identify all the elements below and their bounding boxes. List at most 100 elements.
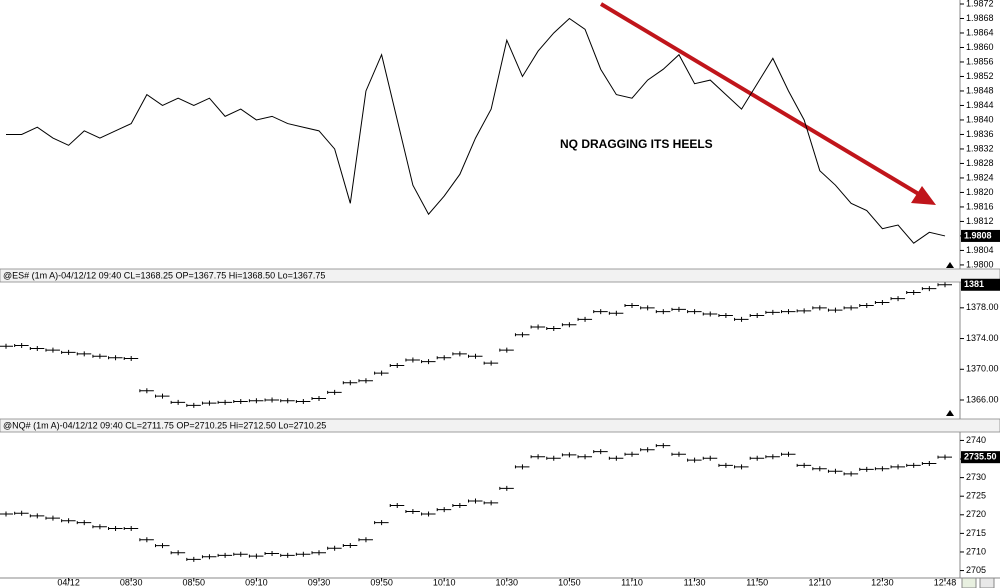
price-bar — [530, 454, 546, 460]
y-tick-label: 2715 — [966, 528, 986, 538]
price-bar — [937, 454, 952, 460]
price-bar — [561, 452, 577, 458]
price-bar — [311, 395, 326, 401]
price-bar — [781, 309, 796, 315]
pane-header — [0, 418, 1000, 433]
price-bar — [655, 443, 671, 449]
price-bar — [108, 526, 123, 532]
last-price-label: 1.9808 — [964, 230, 992, 240]
price-bar — [421, 511, 436, 517]
price-bar — [514, 464, 530, 470]
price-line — [6, 17, 946, 244]
price-bar — [640, 447, 655, 453]
price-bar — [906, 462, 921, 468]
price-bar — [76, 520, 92, 526]
x-tick-label: 04/12 — [57, 577, 80, 587]
price-bar — [358, 378, 373, 384]
price-bar — [29, 513, 45, 519]
price-bar — [14, 510, 29, 516]
x-tick-label: 08:30 — [120, 577, 143, 587]
price-bar — [155, 543, 170, 549]
y-tick-label: 1.9820 — [966, 187, 994, 197]
y-tick-label: 1370.00 — [966, 364, 999, 374]
price-bar — [76, 351, 92, 357]
price-bar — [499, 347, 514, 353]
price-bar — [921, 460, 937, 466]
price-bar — [890, 464, 906, 470]
pane-title: @NQ# (1m A)-04/12/12 09:40 CL=2711.75 OP… — [3, 420, 326, 430]
price-bar — [859, 303, 874, 309]
price-bar — [389, 362, 405, 368]
y-tick-label: 1.9812 — [966, 216, 994, 226]
price-bar — [859, 466, 874, 472]
price-bar — [248, 398, 264, 404]
refresh-icon[interactable] — [961, 577, 977, 588]
price-bar — [561, 322, 577, 328]
price-bar — [765, 454, 780, 460]
price-bar — [843, 305, 859, 311]
settings-icon[interactable] — [979, 577, 995, 588]
arrow — [599, 2, 936, 205]
price-bar — [671, 306, 686, 312]
price-bar — [687, 457, 702, 463]
last-price-box — [961, 278, 1000, 291]
y-tick-label: 1.9868 — [966, 13, 994, 23]
price-bar — [624, 303, 639, 309]
price-bar — [734, 316, 749, 322]
price-bar — [123, 356, 139, 362]
price-bar — [0, 343, 13, 349]
price-bar — [389, 503, 405, 508]
price-bar — [546, 326, 561, 332]
y-tick-label: 2710 — [966, 546, 986, 556]
y-tick-label: 1.9828 — [966, 158, 994, 168]
price-bar — [468, 498, 483, 504]
last-price-box — [961, 229, 1000, 242]
x-tick-label: 10:30 — [496, 577, 519, 587]
price-bar — [452, 503, 467, 508]
price-bar — [14, 342, 29, 348]
price-bar — [374, 370, 389, 376]
price-bar — [827, 468, 843, 474]
price-bar — [483, 360, 499, 366]
price-bar — [890, 296, 906, 302]
price-bar — [327, 389, 342, 395]
y-tick-label: 1.9852 — [966, 71, 994, 81]
price-bar — [248, 553, 264, 559]
price-bar — [374, 520, 389, 526]
price-bar — [702, 455, 718, 461]
price-bar — [123, 526, 139, 532]
price-bar — [217, 552, 233, 558]
price-bar — [687, 309, 702, 315]
price-bar — [233, 551, 248, 557]
price-bar — [452, 351, 467, 357]
price-bar — [468, 353, 483, 359]
last-price-label: 2735.50 — [964, 452, 997, 462]
price-bar — [358, 537, 373, 543]
x-tick-label: 11:30 — [684, 577, 706, 587]
x-tick-label: 12:48 — [934, 577, 957, 587]
y-tick-label: 1.9872 — [966, 0, 994, 8]
price-bar — [843, 471, 859, 477]
price-bar — [827, 307, 843, 313]
y-tick-label: 1.9848 — [966, 85, 994, 95]
price-bar — [546, 455, 561, 461]
price-bar — [608, 310, 624, 316]
y-tick-label: 1.9836 — [966, 129, 994, 139]
price-bar — [749, 455, 765, 461]
price-bar — [29, 346, 45, 352]
price-bar — [734, 464, 749, 470]
price-bar — [186, 402, 201, 408]
price-bar — [718, 462, 733, 468]
pane-title: @ES# (1m A)-04/12/12 09:40 CL=1368.25 OP… — [3, 270, 325, 280]
y-tick-label: 1.9816 — [966, 201, 994, 211]
price-bar — [812, 305, 827, 311]
x-tick-label: 09:30 — [308, 577, 331, 587]
price-bar — [624, 451, 639, 457]
price-bar — [45, 347, 60, 353]
price-bar — [264, 550, 280, 556]
price-bar — [796, 308, 812, 314]
price-bar — [530, 324, 546, 330]
